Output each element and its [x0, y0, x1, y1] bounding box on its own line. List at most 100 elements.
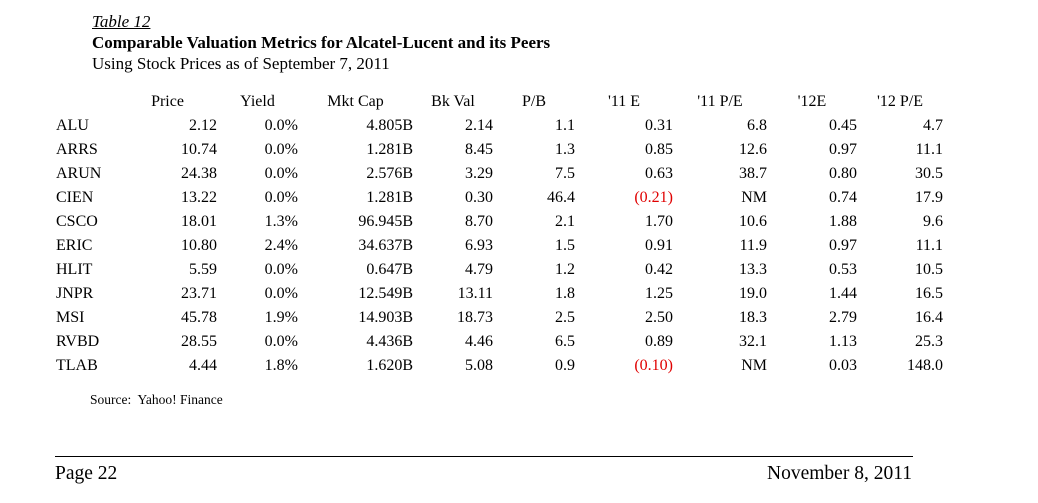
table-row: MSI 45.78 1.9% 14.903B 18.73 2.5 2.50 18.3 2.79 1… — [56, 306, 943, 330]
column-header: Bk Val — [431, 93, 475, 110]
value-cell: 3.29 — [465, 165, 493, 182]
value-cell: 1.281B — [366, 189, 413, 206]
value-cell: 10.80 — [181, 237, 217, 254]
value-cell: 2.12 — [189, 117, 217, 134]
table-row: JNPR 23.71 0.0% 12.549B 13.11 1.8 1.25 19.0 1.44… — [56, 282, 943, 306]
value-cell: 13.11 — [457, 285, 493, 302]
value-cell: 5.59 — [189, 261, 217, 278]
column-header: Mkt Cap — [327, 93, 384, 110]
value-cell: 6.5 — [555, 333, 575, 350]
value-cell: 2.1 — [555, 213, 575, 230]
column-header: Price — [151, 93, 184, 110]
value-cell: 2.14 — [465, 117, 493, 134]
header-row: Price Yield Mkt Cap Bk Val P/B '11 E '11 P/E '1… — [56, 90, 943, 114]
value-cell: 1.620B — [366, 357, 413, 374]
footer-date: November 8, 2011 — [767, 463, 912, 484]
value-cell: 0.97 — [829, 141, 857, 158]
value-cell: 148.0 — [907, 357, 943, 374]
value-cell: 8.45 — [465, 141, 493, 158]
value-cell: 6.93 — [465, 237, 493, 254]
title-block: Table 12 Comparable Valuation Metrics fo… — [92, 11, 550, 74]
value-cell: 2.4% — [264, 237, 298, 254]
ticker-cell: ARRS — [56, 141, 98, 158]
value-cell: 24.38 — [181, 165, 217, 182]
value-cell: 0.0% — [264, 165, 298, 182]
value-cell: 4.805B — [366, 117, 413, 134]
value-cell: 9.6 — [923, 213, 943, 230]
value-cell: 0.63 — [645, 165, 673, 182]
table-number-label: Table 12 — [92, 12, 151, 31]
value-cell: 96.945B — [358, 213, 413, 230]
value-cell: 10.74 — [181, 141, 217, 158]
value-cell: 18.01 — [181, 213, 217, 230]
column-header: '11 E — [607, 93, 641, 110]
value-cell: 0.80 — [829, 165, 857, 182]
value-cell: 4.436B — [366, 333, 413, 350]
value-cell: 12.549B — [358, 285, 413, 302]
ticker-cell: ALU — [56, 117, 89, 134]
value-cell: 14.903B — [358, 309, 413, 326]
value-cell: 0.0% — [264, 189, 298, 206]
value-cell: 10.5 — [915, 261, 943, 278]
value-cell: 0.91 — [645, 237, 673, 254]
value-cell: 1.5 — [555, 237, 575, 254]
table-row: ARUN 24.38 0.0% 2.576B 3.29 7.5 0.63 38.7 0.80 30… — [56, 162, 943, 186]
column-header: '11 P/E — [697, 93, 743, 110]
source-note: Source: Yahoo! Finance — [90, 392, 223, 407]
value-cell: 1.13 — [829, 333, 857, 350]
value-cell: 0.0% — [264, 141, 298, 158]
column-header: '12 P/E — [877, 93, 923, 110]
value-cell: 4.7 — [923, 117, 943, 134]
document-subtitle: Using Stock Prices as of September 7, 20… — [92, 54, 390, 73]
value-cell: 13.3 — [739, 261, 767, 278]
value-cell: 1.8 — [555, 285, 575, 302]
value-cell: 1.281B — [366, 141, 413, 158]
value-cell: 2.50 — [645, 309, 673, 326]
value-cell: 4.46 — [465, 333, 493, 350]
value-cell: 11.1 — [915, 141, 943, 158]
value-cell: 25.3 — [915, 333, 943, 350]
value-cell: 0.647B — [366, 261, 413, 278]
value-cell: NM — [741, 189, 767, 206]
table-row: CSCO 18.01 1.3% 96.945B 8.70 2.1 1.70 10.6 1.88 9… — [56, 210, 943, 234]
value-cell: 0.53 — [829, 261, 857, 278]
value-cell: 2.79 — [829, 309, 857, 326]
value-cell: 0.30 — [465, 189, 493, 206]
footer-divider — [55, 456, 913, 457]
value-cell: 18.3 — [739, 309, 767, 326]
value-cell: 1.9% — [264, 309, 298, 326]
value-cell: 32.1 — [739, 333, 767, 350]
ticker-cell: HLIT — [56, 261, 93, 278]
value-cell: (0.10) — [634, 357, 673, 374]
ticker-cell: ARUN — [56, 165, 102, 182]
value-cell: 5.08 — [465, 357, 493, 374]
value-cell: 46.4 — [547, 189, 575, 206]
value-cell: 1.88 — [829, 213, 857, 230]
value-cell: 2.576B — [366, 165, 413, 182]
value-cell: 0.89 — [645, 333, 673, 350]
column-header: Yield — [240, 93, 275, 110]
table-row: CIEN 13.22 0.0% 1.281B 0.30 46.4 (0.21) NM 0.74 1… — [56, 186, 943, 210]
value-cell: 0.03 — [829, 357, 857, 374]
table-body: ALU 2.12 0.0% 4.805B 2.14 1.1 0.31 6.8 0.45 4.7 AR… — [56, 114, 943, 378]
value-cell: 45.78 — [181, 309, 217, 326]
value-cell: 13.22 — [181, 189, 217, 206]
value-cell: 4.44 — [189, 357, 217, 374]
value-cell: 23.71 — [181, 285, 217, 302]
value-cell: 6.8 — [747, 117, 767, 134]
column-header: '12E — [797, 93, 827, 110]
table-row: ARRS 10.74 0.0% 1.281B 8.45 1.3 0.85 12.6 0.97 11… — [56, 138, 943, 162]
value-cell: 7.5 — [555, 165, 575, 182]
value-cell: 17.9 — [915, 189, 943, 206]
ticker-cell: CIEN — [56, 189, 94, 206]
value-cell: 19.0 — [739, 285, 767, 302]
value-cell: 8.70 — [465, 213, 493, 230]
value-cell: 0.74 — [829, 189, 857, 206]
value-cell: 1.70 — [645, 213, 673, 230]
value-cell: 4.79 — [465, 261, 493, 278]
table-row: ALU 2.12 0.0% 4.805B 2.14 1.1 0.31 6.8 0.45 4.7 — [56, 114, 943, 138]
value-cell: 0.45 — [829, 117, 857, 134]
table-row: TLAB 4.44 1.8% 1.620B 5.08 0.9 (0.10) NM 0.03 148… — [56, 354, 943, 378]
page-number: Page 22 — [55, 463, 118, 484]
